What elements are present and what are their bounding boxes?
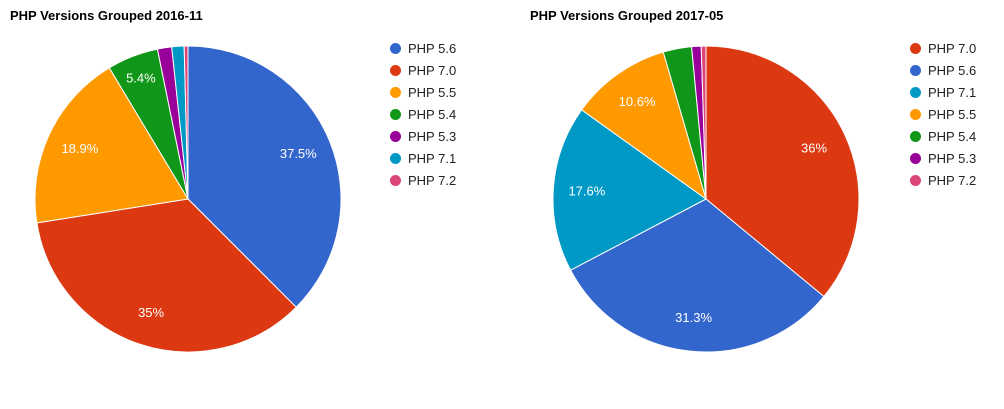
legend-item: PHP 7.2 — [910, 169, 976, 191]
legend-label: PHP 7.0 — [408, 62, 457, 78]
legend-label: PHP 5.6 — [928, 62, 977, 78]
legend: PHP 5.6 PHP 7.0 PHP 5.5 PHP 5.4 PHP 5.3 PHP 7… — [390, 37, 456, 191]
slice-label: 18.9% — [61, 141, 98, 156]
slice-label: 36% — [801, 141, 827, 156]
legend-marker-icon — [390, 86, 401, 98]
legend-label: PHP 7.0 — [928, 40, 977, 56]
legend-item: PHP 7.0 — [390, 59, 456, 81]
legend-label: PHP 7.2 — [408, 172, 457, 188]
legend-marker-icon — [910, 108, 921, 120]
legend-item: PHP 5.5 — [390, 81, 456, 103]
legend: PHP 7.0 PHP 5.6 PHP 7.1 PHP 5.5 PHP 5.4 PHP 5… — [910, 37, 976, 191]
pie-slice-php-5-6[interactable] — [187, 45, 342, 308]
legend-item: PHP 5.6 — [390, 37, 456, 59]
legend-label: PHP 7.1 — [928, 84, 977, 100]
pie-slice-php-5-5[interactable] — [580, 51, 707, 201]
legend-marker-icon — [390, 108, 401, 120]
legend-label: PHP 7.2 — [928, 172, 977, 188]
pie-canvas: 36% 31.3% 17.6% 10.6% — [552, 45, 860, 353]
pie-chart-2017-05: PHP Versions Grouped 2017-05 36% 31.3% 17.… — [502, 0, 1004, 409]
slice-label: 17.6% — [568, 183, 605, 198]
legend-label: PHP 7.1 — [408, 150, 457, 166]
legend-marker-icon — [390, 64, 401, 76]
slice-label: 37.5% — [280, 146, 317, 161]
legend-item: PHP 7.2 — [390, 169, 456, 191]
legend-item: PHP 5.3 — [910, 147, 976, 169]
pie-slice-php-7-0[interactable] — [36, 198, 297, 353]
slice-label: 35% — [138, 305, 164, 320]
pie-slice-php-7-2[interactable] — [700, 45, 707, 200]
chart-title: PHP Versions Grouped 2017-05 — [530, 8, 724, 23]
legend-label: PHP 5.5 — [928, 106, 977, 122]
legend-marker-icon — [910, 130, 921, 142]
legend-label: PHP 5.6 — [408, 40, 457, 56]
legend-label: PHP 5.5 — [408, 84, 457, 100]
legend-label: PHP 5.3 — [408, 128, 457, 144]
slice-label: 10.6% — [619, 94, 656, 109]
legend-item: PHP 7.0 — [910, 37, 976, 59]
legend-item: PHP 7.1 — [390, 147, 456, 169]
legend-label: PHP 5.4 — [928, 128, 977, 144]
legend-marker-icon — [390, 152, 401, 164]
legend-item: PHP 5.6 — [910, 59, 976, 81]
pie-canvas: 37.5% 35% 18.9% 5.4% — [34, 45, 342, 353]
slice-label: 5.4% — [126, 70, 156, 85]
pie-slice-php-7-1[interactable] — [552, 109, 707, 271]
chart-title: PHP Versions Grouped 2016-11 — [10, 8, 203, 23]
pie-slice-php-7-2[interactable] — [183, 45, 189, 200]
legend-marker-icon — [910, 86, 921, 98]
pie-slice-php-7-0[interactable] — [705, 45, 860, 298]
legend-label: PHP 5.3 — [928, 150, 977, 166]
legend-item: PHP 5.4 — [390, 103, 456, 125]
legend-label: PHP 5.4 — [408, 106, 457, 122]
legend-item: PHP 5.4 — [910, 125, 976, 147]
legend-marker-icon — [910, 174, 921, 186]
legend-marker-icon — [910, 152, 921, 164]
legend-item: PHP 7.1 — [910, 81, 976, 103]
legend-marker-icon — [390, 42, 401, 54]
legend-marker-icon — [390, 174, 401, 186]
pie-chart-2016-11: PHP Versions Grouped 2016-11 37.5% 35% 18.… — [10, 8, 456, 353]
slice-label: 31.3% — [675, 310, 712, 325]
legend-marker-icon — [910, 64, 921, 76]
legend-marker-icon — [390, 130, 401, 142]
legend-item: PHP 5.5 — [910, 103, 976, 125]
legend-item: PHP 5.3 — [390, 125, 456, 147]
legend-marker-icon — [910, 42, 921, 54]
pie-slice-php-5-5[interactable] — [34, 67, 189, 224]
